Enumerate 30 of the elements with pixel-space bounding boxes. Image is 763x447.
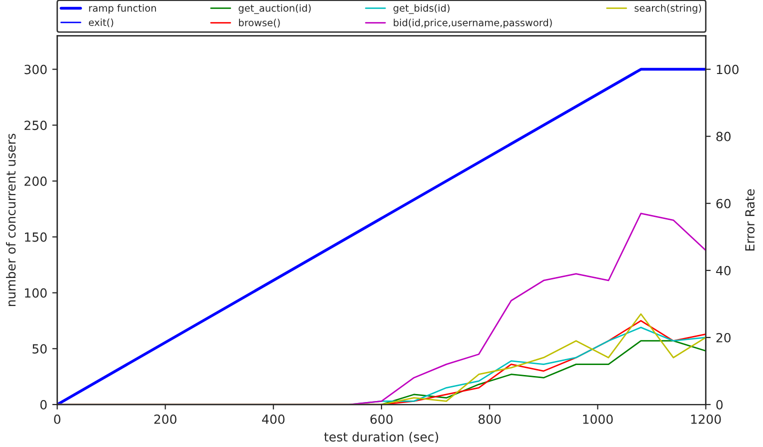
legend-label: get_auction(id): [238, 4, 311, 14]
legend-label: search(string): [634, 4, 702, 14]
y2-axis-title: Error Rate: [745, 189, 755, 250]
x-tick-label: 1200: [691, 414, 721, 424]
x-axis-title: test duration (sec): [324, 432, 438, 444]
y-tick-label: 150: [25, 232, 47, 242]
legend-label: get_bids(id): [393, 4, 450, 14]
y-tick-label: 0: [40, 400, 47, 410]
legend-label: bid(id,price,username,password): [394, 18, 552, 28]
x-tick-label: 600: [370, 414, 393, 424]
x-tick-label: 0: [54, 414, 60, 424]
y-tick-label: 300: [24, 64, 47, 74]
x-tick-label: 800: [478, 414, 501, 424]
y-tick-label: 200: [24, 176, 47, 186]
y-tick-label: 250: [24, 120, 47, 130]
legend-label: ramp function: [89, 4, 156, 14]
x-tick-label: 400: [262, 414, 285, 424]
y2-tick-label: 0: [716, 400, 723, 410]
x-tick-label: 1000: [583, 414, 613, 424]
x-tick-label: 200: [154, 414, 176, 424]
y2-tick-label: 60: [716, 198, 731, 208]
y2-tick-label: 80: [716, 132, 731, 142]
legend-label: exit(): [88, 18, 114, 28]
y-tick-label: 50: [32, 344, 47, 354]
y-axis-title: number of concurrent users: [6, 134, 16, 306]
y2-tick-label: 100: [716, 64, 739, 74]
y2-tick-label: 20: [716, 332, 731, 342]
y2-tick-label: 40: [716, 266, 731, 276]
y-tick-label: 100: [25, 288, 47, 298]
legend-label: browse(): [239, 18, 280, 28]
